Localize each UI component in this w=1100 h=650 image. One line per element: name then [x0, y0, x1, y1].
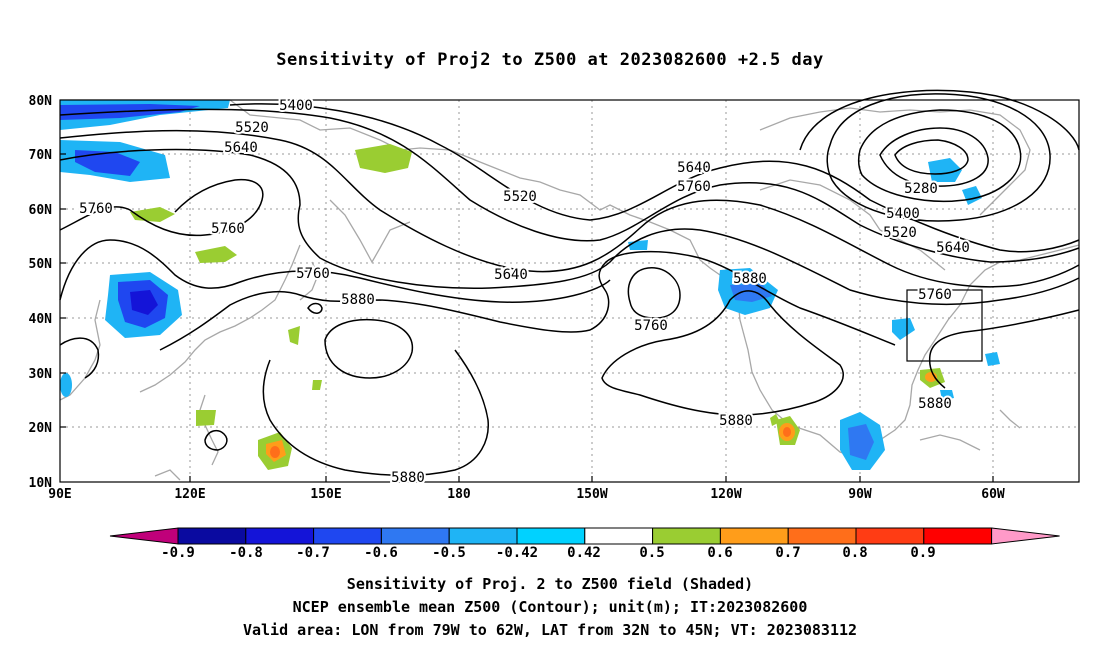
contour-label: 5640	[677, 160, 711, 176]
colorbar-box	[313, 527, 382, 545]
contour-label: 5880	[733, 271, 767, 287]
x-axis-labels: 90E 120E 150E 180 150W 120W 90W 60W	[48, 487, 1005, 502]
contour-label: 5760	[677, 179, 711, 195]
contour-label: 5760	[918, 287, 952, 303]
colorbar-box	[719, 527, 789, 545]
contour-label: 5760	[211, 221, 245, 237]
colorbar-box	[584, 527, 654, 545]
caption-line-3: Valid area: LON from 79W to 62W, LAT fro…	[242, 621, 858, 639]
contour-label: 5640	[224, 140, 258, 156]
x-tick-label: 90W	[848, 487, 872, 502]
colorbar-label: -0.9	[161, 545, 195, 561]
y-tick-label: 10N	[29, 476, 53, 491]
contour-label: 5880	[918, 396, 952, 412]
contour-label: 5400	[279, 98, 313, 114]
x-tick-label: 150E	[310, 487, 341, 502]
contour-label: 5280	[904, 181, 938, 197]
contour-label: 5520	[235, 120, 269, 136]
contour-label: 5880	[391, 470, 425, 486]
y-tick-label: 40N	[29, 312, 53, 327]
map-frame	[59, 99, 1080, 483]
y-tick-label: 20N	[29, 421, 53, 436]
x-tick-label: 120E	[174, 487, 205, 502]
contour-label: 5640	[494, 267, 528, 283]
colorbar-box	[652, 527, 721, 545]
contour-label: 5760	[634, 318, 668, 334]
colorbar-label: -0.7	[296, 545, 330, 561]
x-tick-label: 60W	[981, 487, 1005, 502]
caption-line-1: Sensitivity of Proj. 2 to Z500 field (Sh…	[346, 575, 754, 593]
x-tick-label: 180	[447, 487, 471, 502]
contour-label: 5520	[883, 225, 917, 241]
y-axis-labels: 80N 70N 60N 50N 40N 30N 20N 10N	[29, 94, 53, 491]
colorbar-label: 0.8	[842, 545, 867, 561]
colorbar-box	[787, 527, 857, 545]
contour-label: 5640	[936, 240, 970, 256]
colorbar-box	[380, 527, 450, 545]
x-tick-label: 150W	[576, 487, 607, 502]
y-tick-label: 60N	[29, 203, 53, 218]
colorbar-end-high	[991, 527, 1060, 545]
colorbar-label: -0.6	[364, 545, 398, 561]
figure-title: Sensitivity of Proj2 to Z500 at 20230826…	[276, 50, 824, 70]
colorbar	[109, 527, 1060, 545]
sensitivity-shading	[60, 100, 1000, 470]
contour-label: 5400	[886, 206, 920, 222]
colorbar-box	[855, 527, 925, 545]
colorbar-label: 0.42	[567, 545, 601, 561]
colorbar-label: 0.9	[910, 545, 935, 561]
colorbar-label: -0.8	[229, 545, 263, 561]
contour-label: 5760	[79, 201, 113, 217]
colorbar-box	[516, 527, 586, 545]
axis-ticks	[60, 153, 994, 482]
contour-label: 5520	[503, 189, 537, 205]
contour-label: 5880	[719, 413, 753, 429]
y-tick-label: 30N	[29, 367, 53, 382]
x-tick-label: 90E	[48, 487, 71, 502]
colorbar-label: 0.7	[775, 545, 800, 561]
colorbar-labels: -0.9 -0.8 -0.7 -0.6 -0.5 -0.42 0.42 0.5 …	[161, 545, 936, 561]
contour-label: 5760	[296, 266, 330, 282]
contour-labels: 5400 5520 5640 5760 5760 5760 5760 5880 …	[77, 96, 972, 488]
valid-area-box	[906, 289, 983, 362]
colorbar-label: 0.6	[707, 545, 732, 561]
colorbar-label: 0.5	[639, 545, 664, 561]
colorbar-box	[245, 527, 315, 545]
z500-contours	[59, 89, 1080, 477]
colorbar-end-low	[109, 527, 179, 545]
colorbar-box	[177, 527, 247, 545]
colorbar-label: -0.5	[432, 545, 466, 561]
colorbar-box	[923, 527, 993, 545]
y-tick-label: 50N	[29, 257, 53, 272]
colorbar-box	[448, 527, 518, 545]
contour-label: 5880	[341, 292, 375, 308]
map-background	[60, 100, 1079, 482]
colorbar-label: -0.42	[496, 545, 538, 561]
y-tick-label: 80N	[29, 94, 53, 109]
caption-line-2: NCEP ensemble mean Z500 (Contour); unit(…	[292, 598, 808, 616]
y-tick-label: 70N	[29, 148, 53, 163]
x-tick-label: 120W	[710, 487, 741, 502]
